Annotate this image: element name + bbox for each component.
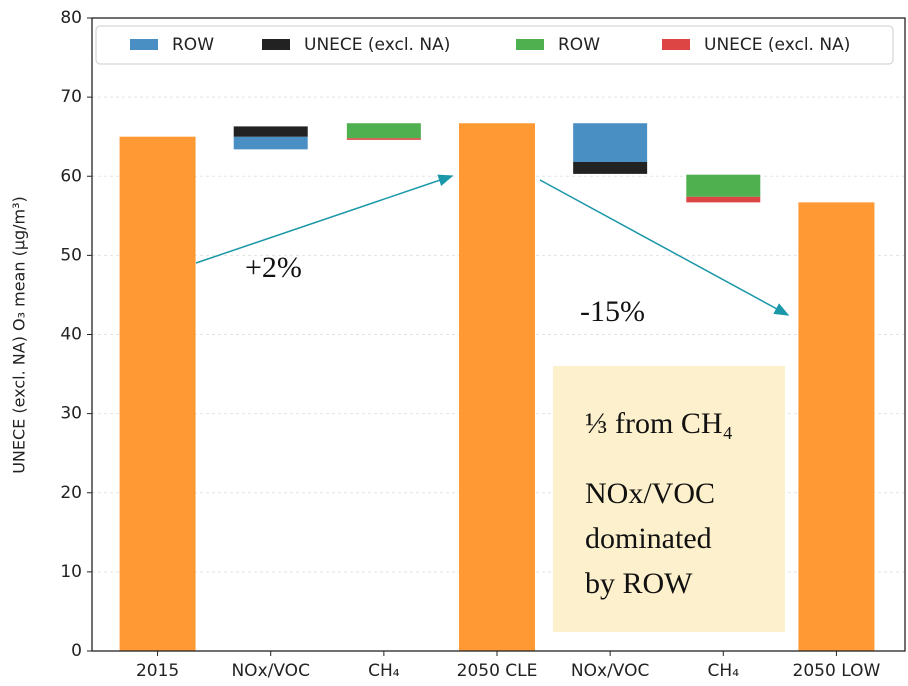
note-line: by ROW (585, 567, 693, 600)
x-tick-label: CH₄ (708, 661, 740, 681)
legend-label: UNECE (excl. NA) (304, 35, 450, 55)
y-tick-label: 0 (71, 641, 82, 661)
legend-label: UNECE (excl. NA) (704, 35, 850, 55)
legend-swatch (516, 39, 544, 50)
legend-swatch (262, 39, 290, 50)
total-bar (459, 123, 535, 651)
change-bar (573, 162, 648, 174)
legend-label: ROW (172, 35, 214, 55)
change-bar (346, 138, 421, 140)
annotation: -15% (580, 295, 645, 328)
change-bar (686, 174, 761, 197)
note-line: ⅓ from CH₄ (585, 407, 733, 440)
y-tick-label: 70 (60, 87, 82, 107)
total-bar (119, 136, 196, 651)
y-tick-label: 10 (60, 562, 82, 582)
legend (95, 25, 894, 65)
y-tick-label: 60 (60, 166, 82, 186)
legend-swatch (662, 39, 690, 50)
legend-swatch (130, 39, 158, 50)
annotation: +2% (245, 251, 302, 284)
note-box (553, 366, 785, 632)
change-bar (346, 123, 421, 139)
y-tick-label: 50 (60, 245, 82, 265)
x-tick-label: CH₄ (368, 661, 400, 681)
arrow (195, 174, 454, 264)
x-tick-label: 2050 CLE (457, 661, 538, 681)
y-tick-label: 20 (60, 483, 82, 503)
y-tick-label: 40 (60, 325, 82, 345)
x-tick-label: 2050 LOW (793, 661, 881, 681)
change-bar (686, 196, 761, 203)
y-tick-label: 30 (60, 404, 82, 424)
x-tick-label: NOx/VOC (571, 661, 649, 681)
total-bar (798, 202, 875, 651)
legend-label: ROW (558, 35, 600, 55)
y-axis-label: UNECE (excl. NA) O₃ mean (μg/m³) (10, 196, 29, 474)
y-tick-label: 80 (60, 8, 82, 28)
change-bar (233, 126, 308, 137)
change-bar (573, 123, 648, 163)
x-tick-label: NOx/VOC (231, 661, 309, 681)
note-line: NOx/VOC (585, 477, 715, 510)
change-bar (233, 136, 308, 150)
x-tick-label: 2015 (136, 661, 179, 681)
note-line: dominated (585, 522, 712, 555)
arrow (539, 179, 790, 316)
